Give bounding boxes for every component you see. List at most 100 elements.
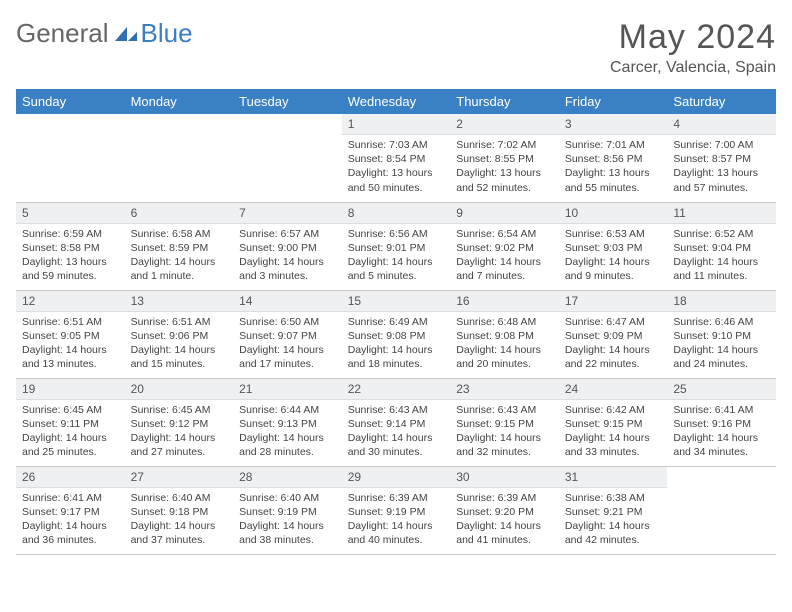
calendar-day-cell: 5Sunrise: 6:59 AMSunset: 8:58 PMDaylight…	[16, 202, 125, 290]
calendar-day-cell: 3Sunrise: 7:01 AMSunset: 8:56 PMDaylight…	[559, 114, 668, 202]
day-number: 12	[16, 291, 125, 312]
day-number: 11	[667, 203, 776, 224]
calendar-day-cell: 20Sunrise: 6:45 AMSunset: 9:12 PMDayligh…	[125, 378, 234, 466]
day-details: Sunrise: 7:00 AMSunset: 8:57 PMDaylight:…	[667, 135, 776, 199]
calendar-day-cell: 31Sunrise: 6:38 AMSunset: 9:21 PMDayligh…	[559, 466, 668, 554]
day-details: Sunrise: 6:44 AMSunset: 9:13 PMDaylight:…	[233, 400, 342, 464]
logo-sail-icon	[113, 25, 139, 43]
day-details: Sunrise: 6:47 AMSunset: 9:09 PMDaylight:…	[559, 312, 668, 376]
calendar-week-row: 26Sunrise: 6:41 AMSunset: 9:17 PMDayligh…	[16, 466, 776, 554]
calendar-day-cell: 23Sunrise: 6:43 AMSunset: 9:15 PMDayligh…	[450, 378, 559, 466]
day-number: 15	[342, 291, 451, 312]
day-details: Sunrise: 6:38 AMSunset: 9:21 PMDaylight:…	[559, 488, 668, 552]
day-number: 17	[559, 291, 668, 312]
weekday-header: Thursday	[450, 89, 559, 114]
calendar-day-cell: 25Sunrise: 6:41 AMSunset: 9:16 PMDayligh…	[667, 378, 776, 466]
day-number: 19	[16, 379, 125, 400]
calendar-day-cell: 11Sunrise: 6:52 AMSunset: 9:04 PMDayligh…	[667, 202, 776, 290]
day-details: Sunrise: 7:02 AMSunset: 8:55 PMDaylight:…	[450, 135, 559, 199]
calendar-day-cell: 19Sunrise: 6:45 AMSunset: 9:11 PMDayligh…	[16, 378, 125, 466]
calendar-week-row: 12Sunrise: 6:51 AMSunset: 9:05 PMDayligh…	[16, 290, 776, 378]
calendar-day-cell: 9Sunrise: 6:54 AMSunset: 9:02 PMDaylight…	[450, 202, 559, 290]
day-details: Sunrise: 6:43 AMSunset: 9:15 PMDaylight:…	[450, 400, 559, 464]
calendar-day-cell: 17Sunrise: 6:47 AMSunset: 9:09 PMDayligh…	[559, 290, 668, 378]
calendar-table: SundayMondayTuesdayWednesdayThursdayFrid…	[16, 89, 776, 555]
calendar-day-cell	[125, 114, 234, 202]
calendar-day-cell: 30Sunrise: 6:39 AMSunset: 9:20 PMDayligh…	[450, 466, 559, 554]
weekday-header: Tuesday	[233, 89, 342, 114]
day-number: 3	[559, 114, 668, 135]
calendar-day-cell: 24Sunrise: 6:42 AMSunset: 9:15 PMDayligh…	[559, 378, 668, 466]
day-number: 28	[233, 467, 342, 488]
calendar-day-cell: 18Sunrise: 6:46 AMSunset: 9:10 PMDayligh…	[667, 290, 776, 378]
day-details: Sunrise: 7:01 AMSunset: 8:56 PMDaylight:…	[559, 135, 668, 199]
day-details: Sunrise: 6:39 AMSunset: 9:20 PMDaylight:…	[450, 488, 559, 552]
day-number: 29	[342, 467, 451, 488]
day-number: 14	[233, 291, 342, 312]
calendar-week-row: 19Sunrise: 6:45 AMSunset: 9:11 PMDayligh…	[16, 378, 776, 466]
calendar-day-cell: 28Sunrise: 6:40 AMSunset: 9:19 PMDayligh…	[233, 466, 342, 554]
day-number: 21	[233, 379, 342, 400]
day-details: Sunrise: 6:51 AMSunset: 9:06 PMDaylight:…	[125, 312, 234, 376]
day-details: Sunrise: 6:45 AMSunset: 9:12 PMDaylight:…	[125, 400, 234, 464]
page-title: May 2024	[610, 18, 776, 57]
title-block: May 2024 Carcer, Valencia, Spain	[610, 18, 776, 77]
day-number: 8	[342, 203, 451, 224]
day-details: Sunrise: 6:52 AMSunset: 9:04 PMDaylight:…	[667, 224, 776, 288]
day-number: 10	[559, 203, 668, 224]
day-number: 25	[667, 379, 776, 400]
calendar-week-row: 5Sunrise: 6:59 AMSunset: 8:58 PMDaylight…	[16, 202, 776, 290]
day-details: Sunrise: 6:58 AMSunset: 8:59 PMDaylight:…	[125, 224, 234, 288]
calendar-day-cell	[16, 114, 125, 202]
day-number: 2	[450, 114, 559, 135]
calendar-day-cell: 26Sunrise: 6:41 AMSunset: 9:17 PMDayligh…	[16, 466, 125, 554]
day-details: Sunrise: 6:40 AMSunset: 9:19 PMDaylight:…	[233, 488, 342, 552]
day-details: Sunrise: 6:50 AMSunset: 9:07 PMDaylight:…	[233, 312, 342, 376]
day-number: 4	[667, 114, 776, 135]
calendar-body: 1Sunrise: 7:03 AMSunset: 8:54 PMDaylight…	[16, 114, 776, 554]
weekday-header: Sunday	[16, 89, 125, 114]
day-number: 24	[559, 379, 668, 400]
logo-part2: Blue	[141, 18, 193, 49]
day-number: 26	[16, 467, 125, 488]
calendar-day-cell: 13Sunrise: 6:51 AMSunset: 9:06 PMDayligh…	[125, 290, 234, 378]
day-details: Sunrise: 6:59 AMSunset: 8:58 PMDaylight:…	[16, 224, 125, 288]
weekday-header: Monday	[125, 89, 234, 114]
day-number: 20	[125, 379, 234, 400]
day-number: 16	[450, 291, 559, 312]
calendar-day-cell: 4Sunrise: 7:00 AMSunset: 8:57 PMDaylight…	[667, 114, 776, 202]
calendar-day-cell	[233, 114, 342, 202]
logo-part1: General	[16, 18, 109, 49]
calendar-week-row: 1Sunrise: 7:03 AMSunset: 8:54 PMDaylight…	[16, 114, 776, 202]
day-details: Sunrise: 6:48 AMSunset: 9:08 PMDaylight:…	[450, 312, 559, 376]
calendar-day-cell: 15Sunrise: 6:49 AMSunset: 9:08 PMDayligh…	[342, 290, 451, 378]
calendar-day-cell: 29Sunrise: 6:39 AMSunset: 9:19 PMDayligh…	[342, 466, 451, 554]
day-details: Sunrise: 6:51 AMSunset: 9:05 PMDaylight:…	[16, 312, 125, 376]
day-number: 23	[450, 379, 559, 400]
calendar-day-cell: 8Sunrise: 6:56 AMSunset: 9:01 PMDaylight…	[342, 202, 451, 290]
day-number: 30	[450, 467, 559, 488]
day-number: 31	[559, 467, 668, 488]
day-number: 6	[125, 203, 234, 224]
day-details: Sunrise: 6:49 AMSunset: 9:08 PMDaylight:…	[342, 312, 451, 376]
calendar-day-cell: 2Sunrise: 7:02 AMSunset: 8:55 PMDaylight…	[450, 114, 559, 202]
day-details: Sunrise: 6:39 AMSunset: 9:19 PMDaylight:…	[342, 488, 451, 552]
calendar-day-cell: 10Sunrise: 6:53 AMSunset: 9:03 PMDayligh…	[559, 202, 668, 290]
day-details: Sunrise: 6:57 AMSunset: 9:00 PMDaylight:…	[233, 224, 342, 288]
day-details: Sunrise: 7:03 AMSunset: 8:54 PMDaylight:…	[342, 135, 451, 199]
day-number: 13	[125, 291, 234, 312]
day-number: 1	[342, 114, 451, 135]
calendar-day-cell: 22Sunrise: 6:43 AMSunset: 9:14 PMDayligh…	[342, 378, 451, 466]
weekday-header: Wednesday	[342, 89, 451, 114]
calendar-day-cell: 14Sunrise: 6:50 AMSunset: 9:07 PMDayligh…	[233, 290, 342, 378]
calendar-day-cell	[667, 466, 776, 554]
calendar-day-cell: 16Sunrise: 6:48 AMSunset: 9:08 PMDayligh…	[450, 290, 559, 378]
calendar-thead: SundayMondayTuesdayWednesdayThursdayFrid…	[16, 89, 776, 114]
day-details: Sunrise: 6:41 AMSunset: 9:17 PMDaylight:…	[16, 488, 125, 552]
day-number: 27	[125, 467, 234, 488]
day-number: 22	[342, 379, 451, 400]
day-details: Sunrise: 6:43 AMSunset: 9:14 PMDaylight:…	[342, 400, 451, 464]
day-number: 9	[450, 203, 559, 224]
calendar-day-cell: 7Sunrise: 6:57 AMSunset: 9:00 PMDaylight…	[233, 202, 342, 290]
day-details: Sunrise: 6:54 AMSunset: 9:02 PMDaylight:…	[450, 224, 559, 288]
